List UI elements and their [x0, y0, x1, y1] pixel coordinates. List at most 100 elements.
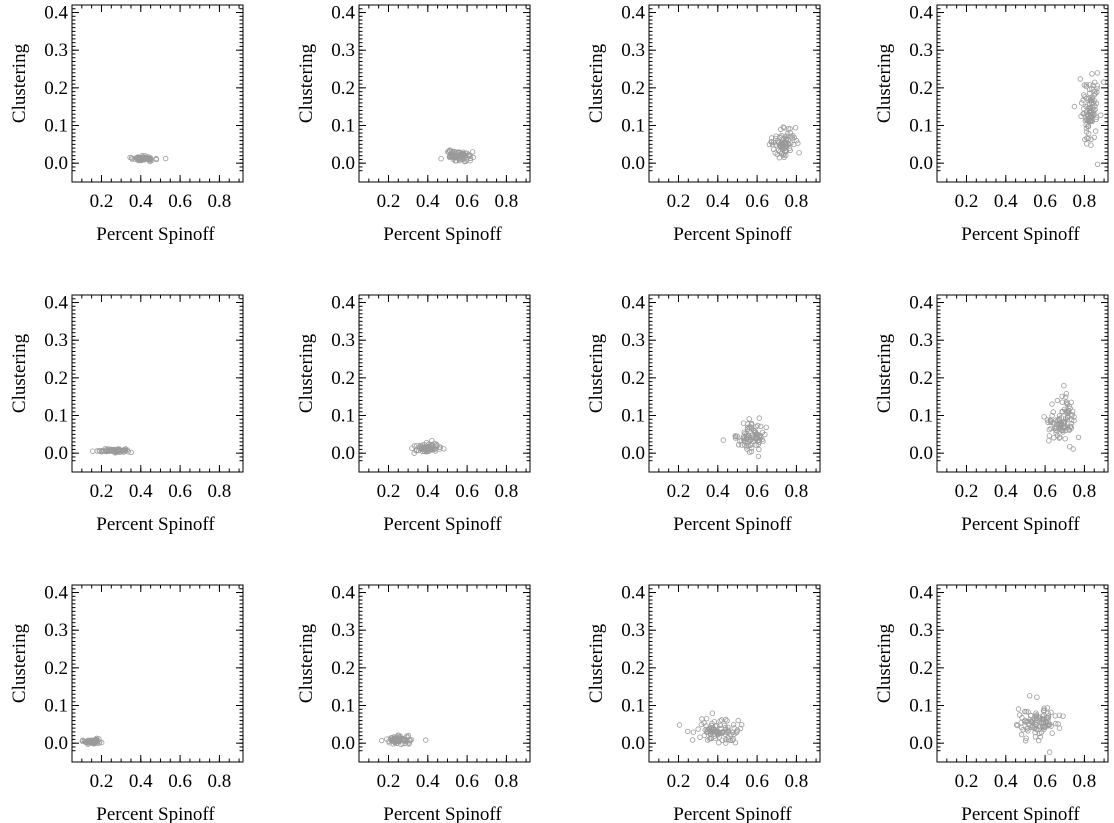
data-point [782, 145, 788, 151]
data-point [128, 449, 134, 455]
data-point [1075, 434, 1082, 440]
y-tick-label: 0.2 [331, 368, 355, 389]
data-point [421, 445, 427, 451]
panel-1: 0.2 0.4 0.6 0.8 0.0 0.1 0.2 0.3 0.4 Percent Spino… [9, 3, 244, 245]
data-point [1100, 79, 1107, 85]
data-point [790, 132, 796, 139]
data-point [755, 422, 761, 429]
x-tick-label: 0.2 [955, 191, 979, 212]
data-point [676, 722, 683, 728]
x-tick-label: 0.6 [745, 771, 769, 792]
x-tick-label: 0.2 [90, 481, 114, 502]
data-point [94, 740, 100, 746]
x-tick-label: 0.6 [455, 771, 479, 792]
data-point [96, 448, 102, 454]
data-point [386, 738, 392, 744]
y-tick-label: 0.1 [621, 696, 645, 717]
data-point [1070, 446, 1076, 452]
data-point [1089, 71, 1095, 77]
data-point [1062, 394, 1069, 400]
data-point [748, 448, 755, 455]
data-point [433, 442, 439, 448]
x-tick-label: 0.6 [745, 191, 769, 212]
data-point [1085, 130, 1092, 137]
data-point [770, 141, 776, 148]
plot-frame [936, 294, 1109, 473]
data-point [719, 717, 725, 723]
plot-frame [936, 4, 1109, 183]
data-point [755, 441, 761, 448]
data-point [432, 446, 438, 452]
plot-frame [648, 4, 821, 183]
data-point [379, 737, 385, 744]
data-point [739, 722, 745, 728]
data-point [401, 738, 408, 744]
x-axis-title: Percent Spinoff [96, 514, 215, 535]
data-point [708, 722, 715, 729]
x-tick-label: 0.8 [495, 771, 519, 792]
data-point [759, 436, 765, 443]
x-axis-title: Percent Spinoff [96, 224, 215, 245]
data-point [153, 156, 160, 163]
data-point [391, 736, 397, 743]
panel-8: 0.2 0.4 0.6 0.8 0.0 0.1 0.2 0.3 0.4 Percent Spino… [874, 293, 1109, 535]
data-point [705, 727, 711, 733]
y-tick-label: 0.2 [909, 658, 933, 679]
y-tick-label: 0.4 [331, 3, 355, 24]
data-point [1046, 749, 1053, 755]
x-tick-label: 0.8 [495, 191, 519, 212]
data-point [1026, 693, 1033, 699]
x-tick-label: 0.8 [1073, 481, 1097, 502]
y-tick-label: 0.4 [331, 293, 355, 314]
data-point [1049, 412, 1055, 419]
data-point [1064, 401, 1071, 408]
data-point [1098, 112, 1104, 118]
data-point [1057, 422, 1063, 428]
data-point [1088, 142, 1094, 148]
data-point [1068, 423, 1074, 429]
y-tick-label: 0.1 [44, 116, 68, 137]
data-point [1091, 92, 1097, 98]
data-point [708, 735, 714, 742]
x-axis-title: Percent Spinoff [96, 804, 215, 823]
data-point [1022, 738, 1029, 744]
data-point [783, 143, 790, 150]
data-point [1053, 427, 1059, 434]
data-point [779, 140, 785, 147]
data-point [735, 442, 742, 448]
y-tick-label: 0.3 [331, 620, 355, 641]
data-point [1089, 85, 1095, 92]
x-tick-label: 0.2 [955, 481, 979, 502]
data-point [116, 448, 122, 454]
data-point [1046, 433, 1053, 439]
y-tick-label: 0.3 [909, 40, 933, 61]
plot-frame [71, 584, 244, 763]
data-point [162, 155, 169, 162]
data-point [86, 738, 93, 744]
data-point [1021, 719, 1028, 725]
x-tick-label: 0.8 [785, 191, 809, 212]
data-point [731, 731, 737, 737]
data-point [1018, 731, 1025, 738]
plot-frame [648, 294, 821, 473]
data-point [1083, 83, 1089, 90]
x-axis-title: Percent Spinoff [673, 514, 792, 535]
panel-2: 0.2 0.4 0.6 0.8 0.0 0.1 0.2 0.3 0.4 Percent Spino… [296, 3, 531, 245]
y-tick-label: 0.3 [621, 40, 645, 61]
y-tick-label: 0.3 [331, 40, 355, 61]
data-point [414, 442, 420, 449]
y-tick-label: 0.0 [909, 733, 933, 754]
y-tick-label: 0.3 [909, 620, 933, 641]
x-tick-label: 0.8 [1073, 771, 1097, 792]
panel-7: 0.2 0.4 0.6 0.8 0.0 0.1 0.2 0.3 0.4 Percent Spino… [586, 293, 821, 535]
data-point [1061, 418, 1067, 425]
data-point [128, 155, 135, 161]
data-point [773, 133, 779, 139]
data-point [1081, 92, 1087, 98]
data-point [1013, 722, 1020, 728]
panel-5: 0.2 0.4 0.6 0.8 0.0 0.1 0.2 0.3 0.4 Percent Spino… [9, 293, 244, 535]
data-point [690, 729, 697, 735]
plot-frame [936, 584, 1109, 763]
data-point [710, 728, 717, 735]
